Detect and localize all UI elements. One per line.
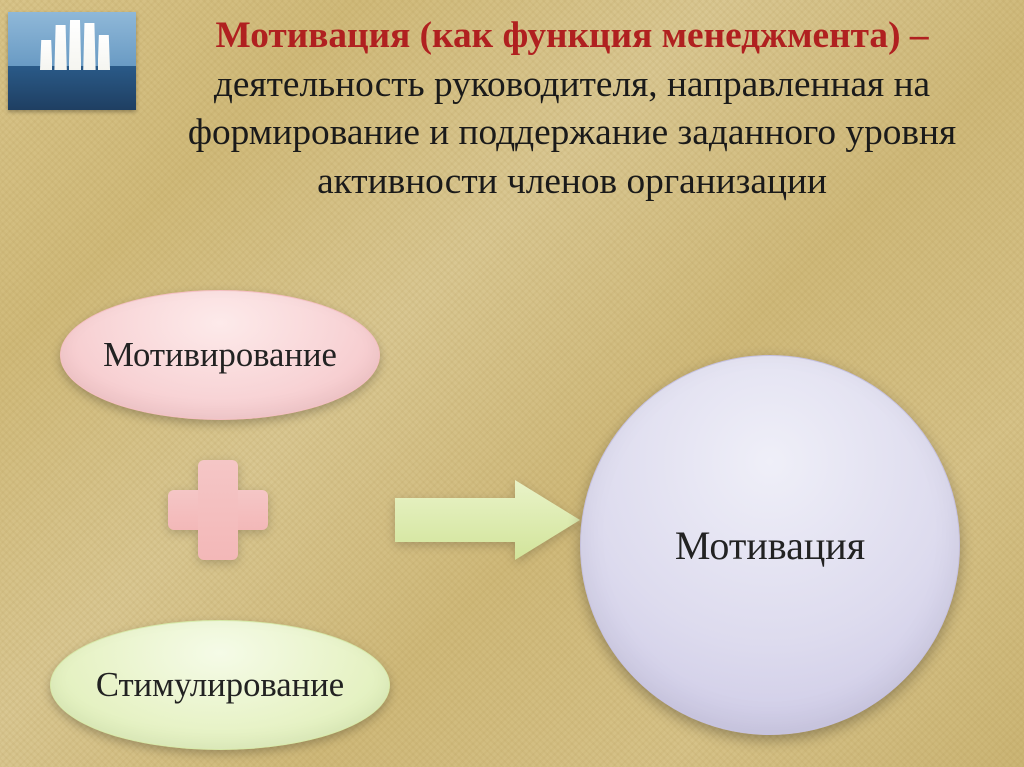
arrow-right-icon [395, 480, 580, 560]
ship-sails [40, 20, 110, 70]
plus-icon [168, 460, 268, 560]
heading-emphasis: Мотивация (как функция менеджмента) – [215, 15, 928, 56]
node-stimulating: Стимулирование [50, 620, 390, 750]
slide-content: Мотивация (как функция менеджмента) – де… [0, 0, 1024, 767]
ship-image [8, 12, 136, 110]
node-motivation: Мотивация [580, 355, 960, 735]
node-stimulating-label: Стимулирование [96, 666, 344, 705]
slide-heading: Мотивация (как функция менеджмента) – де… [150, 12, 994, 206]
node-motivating: Мотивирование [60, 290, 380, 420]
node-motivation-label: Мотивация [675, 522, 865, 569]
heading-body: деятельность руководителя, направленная … [188, 64, 956, 202]
node-motivating-label: Мотивирование [103, 336, 337, 375]
